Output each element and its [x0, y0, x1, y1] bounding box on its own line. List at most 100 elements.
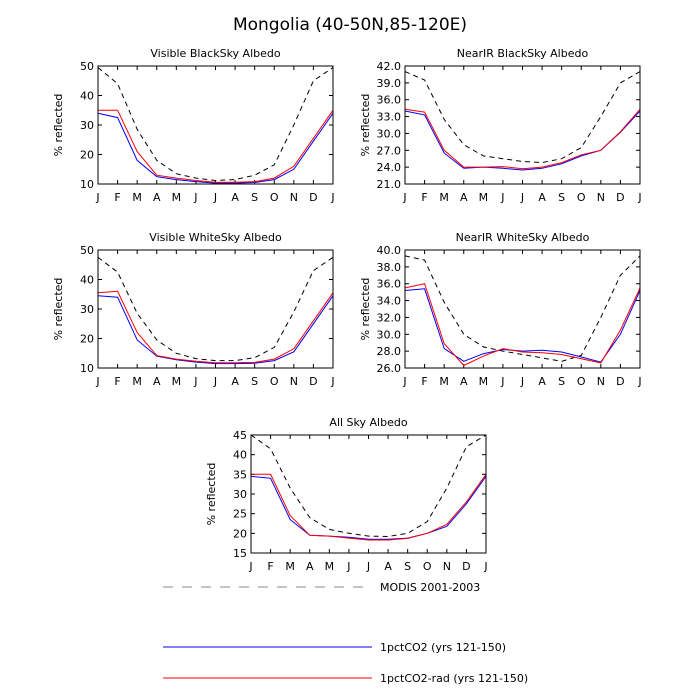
x-tick-label: J	[193, 375, 197, 388]
panel-3: Visible WhiteSky Albedo % reflected 10 20 30…	[52, 231, 335, 388]
panels: Visible BlackSky Albedo % reflected 10 20 30…	[52, 47, 642, 573]
x-tick-label: O	[423, 560, 432, 573]
x-tick-label: M	[439, 375, 449, 388]
y-tick-label: 36.0	[377, 94, 402, 107]
series-line-ctl	[97, 112, 334, 184]
x-tick-label: N	[597, 375, 605, 388]
x-tick-label: N	[597, 191, 605, 204]
x-tick-label: F	[267, 560, 273, 573]
y-tick-label: 30	[80, 119, 94, 132]
x-tick-label: J	[402, 191, 406, 204]
legend-item-ctl: 1pctCO2 (yrs 121-150)	[163, 641, 506, 654]
x-tick-label: M	[172, 191, 182, 204]
y-tick-label: 26.0	[377, 362, 402, 375]
series-line-ctl	[250, 475, 487, 540]
plot-frame	[97, 249, 334, 369]
x-tick-label: J	[483, 560, 487, 573]
series-line-modis	[404, 255, 641, 362]
x-tick-label: M	[479, 375, 489, 388]
y-tick-label: 40	[233, 449, 247, 462]
panel-4: NearIR WhiteSky Albedo % reflected 26.0 28.…	[359, 231, 642, 388]
x-tick-label: M	[132, 191, 142, 204]
x-tick-label: A	[460, 191, 468, 204]
x-tick-label: A	[538, 375, 546, 388]
series-line-modis	[404, 71, 641, 164]
series-line-rad	[404, 283, 641, 367]
x-tick-label: A	[384, 560, 392, 573]
x-tick-label: D	[309, 191, 317, 204]
x-tick-label: J	[520, 191, 524, 204]
x-tick-label: N	[290, 191, 298, 204]
figure-title: Mongolia (40-50N,85-120E)	[233, 15, 467, 35]
y-tick-label: 30	[233, 488, 247, 501]
x-tick-label: N	[443, 560, 451, 573]
x-tick-label: J	[637, 191, 641, 204]
x-tick-label: S	[251, 375, 258, 388]
y-tick-label: 40	[80, 90, 94, 103]
series-line-ctl	[404, 288, 641, 363]
x-tick-label: M	[132, 375, 142, 388]
y-tick-label: 40.0	[377, 244, 402, 257]
y-axis-label: % reflected	[52, 94, 65, 157]
y-tick-label: 28.0	[377, 345, 402, 358]
x-tick-label: A	[231, 375, 239, 388]
y-tick-label: 33.0	[377, 111, 402, 124]
series-line-ctl	[97, 295, 334, 365]
plot-frame	[250, 434, 487, 554]
y-tick-label: 30	[80, 303, 94, 316]
x-tick-label: A	[306, 560, 314, 573]
x-tick-label: S	[558, 191, 565, 204]
x-tick-label: J	[95, 191, 99, 204]
y-tick-label: 21.0	[377, 178, 402, 191]
x-tick-label: D	[616, 375, 624, 388]
y-tick-label: 25	[233, 508, 247, 521]
series-line-rad	[98, 109, 334, 183]
legend-item-rad: 1pctCO2-rad (yrs 121-150)	[163, 672, 528, 685]
x-tick-label: J	[330, 375, 334, 388]
x-tick-label: D	[462, 560, 470, 573]
x-tick-label: F	[114, 375, 120, 388]
y-axis-label: % reflected	[52, 278, 65, 341]
x-tick-label: M	[285, 560, 295, 573]
x-tick-label: M	[172, 375, 182, 388]
x-tick-label: S	[558, 375, 565, 388]
y-tick-label: 24.0	[377, 161, 402, 174]
y-tick-label: 45	[233, 429, 247, 442]
x-tick-label: A	[460, 375, 468, 388]
x-tick-label: J	[213, 375, 217, 388]
y-tick-label: 34.0	[377, 295, 402, 308]
panel-2: NearIR BlackSky Albedo % reflected 21.0 24.…	[359, 47, 642, 204]
x-tick-label: O	[577, 191, 586, 204]
y-tick-label: 50	[80, 60, 94, 73]
y-tick-label: 20	[233, 527, 247, 540]
legend: MODIS 2001-2003 1pctCO2 (yrs 121-150) 1pct…	[163, 581, 528, 685]
y-tick-label: 50	[80, 244, 94, 257]
x-tick-label: M	[439, 191, 449, 204]
x-tick-label: A	[153, 191, 161, 204]
series-line-ctl	[404, 110, 641, 171]
y-tick-label: 42.0	[377, 60, 402, 73]
y-tick-label: 20	[80, 149, 94, 162]
x-tick-label: F	[421, 375, 427, 388]
panel-title: All Sky Albedo	[329, 416, 407, 429]
x-tick-label: O	[270, 375, 279, 388]
y-axis-label: % reflected	[359, 278, 372, 341]
y-tick-label: 15	[233, 547, 247, 560]
y-tick-label: 30.0	[377, 328, 402, 341]
panel-title: Visible BlackSky Albedo	[150, 47, 280, 60]
legend-item-modis: MODIS 2001-2003	[163, 581, 480, 594]
series-line-rad	[251, 473, 487, 541]
x-tick-label: F	[421, 191, 427, 204]
x-tick-label: J	[637, 375, 641, 388]
y-tick-label: 39.0	[377, 77, 402, 90]
x-tick-label: O	[577, 375, 586, 388]
x-tick-label: M	[325, 560, 335, 573]
x-tick-label: S	[251, 191, 258, 204]
x-tick-label: M	[479, 191, 489, 204]
x-tick-label: J	[213, 191, 217, 204]
legend-label: 1pctCO2-rad (yrs 121-150)	[380, 672, 528, 685]
y-axis-label: % reflected	[359, 94, 372, 157]
y-tick-label: 27.0	[377, 144, 402, 157]
plot-frame	[404, 249, 641, 369]
